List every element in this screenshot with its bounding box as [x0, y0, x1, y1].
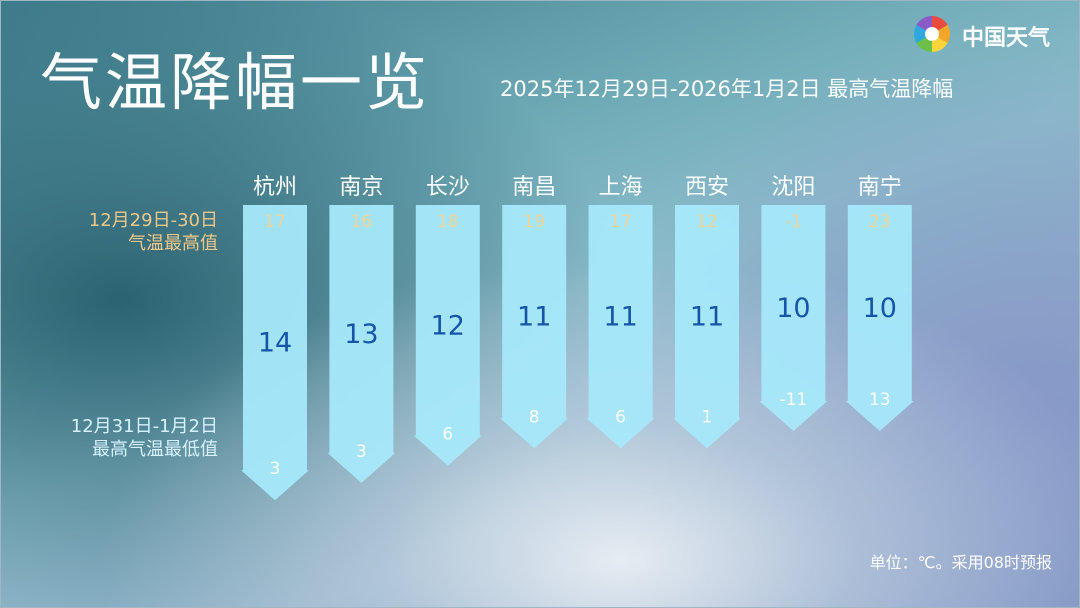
drop-arrow-3 [413, 205, 482, 466]
city-label-6: 西安 [685, 175, 729, 200]
drop-value-7: 10 [776, 293, 810, 324]
high-temp-value-2: 16 [351, 212, 373, 232]
drop-arrow-7 [759, 205, 828, 431]
city-label-7: 沈阳 [771, 175, 815, 200]
city-label-3: 长沙 [426, 175, 470, 200]
high-temp-value-4: 19 [523, 212, 545, 232]
drop-arrow-8 [845, 205, 914, 431]
city-label-1: 杭州 [253, 175, 297, 200]
brand-name: 中国天气 [962, 26, 1051, 51]
high-temp-value-8: 23 [869, 212, 891, 232]
drop-value-8: 10 [863, 293, 897, 324]
low-temp-value-6: 1 [702, 407, 713, 427]
city-label-2: 南京 [339, 175, 383, 200]
drop-arrow-4 [500, 205, 569, 449]
low-temp-legend-date: 12月31日-1月2日 [70, 416, 218, 437]
low-temp-value-3: 6 [442, 425, 453, 445]
high-temp-value-6: 12 [696, 212, 718, 232]
drop-value-2: 13 [344, 319, 378, 350]
high-temp-legend-desc: 气温最高值 [128, 233, 218, 254]
city-label-8: 南宁 [858, 175, 902, 200]
city-label-5: 上海 [599, 175, 643, 200]
low-temp-value-4: 8 [529, 407, 540, 427]
drop-arrow-5 [586, 205, 655, 449]
low-temp-value-1: 3 [270, 459, 281, 479]
drop-value-4: 11 [517, 302, 551, 333]
high-temp-legend-date: 12月29日-30日 [88, 210, 218, 231]
drop-arrow-6 [673, 205, 741, 449]
high-temp-value-3: 18 [437, 212, 459, 232]
brand-logo [913, 15, 951, 53]
pinwheel-logo-icon [913, 15, 951, 53]
page-subtitle: 2025年12月29日-2026年1月2日 最高气温降幅 [500, 77, 954, 101]
low-temp-legend-desc: 最高气温最低值 [92, 439, 218, 460]
low-temp-value-2: 3 [356, 442, 367, 462]
low-temp-value-7: -11 [780, 390, 808, 410]
drop-arrow-2 [327, 205, 396, 483]
unit-footnote: 单位：℃。采用08时预报 [869, 553, 1052, 572]
page-title: 气温降幅一览 [40, 46, 431, 119]
high-temp-legend: 12月29日-30日 气温最高值 [89, 209, 218, 255]
high-temp-value-7: -1 [785, 212, 802, 232]
high-temp-value-1: 17 [264, 212, 286, 232]
low-temp-value-8: 13 [869, 390, 891, 410]
low-temp-legend: 12月31日-1月2日 最高气温最低值 [71, 415, 218, 461]
drop-arrow-1 [241, 205, 309, 501]
city-label-4: 南昌 [512, 175, 556, 200]
drop-value-5: 11 [603, 302, 637, 333]
low-temp-value-5: 6 [615, 407, 626, 427]
drop-value-6: 11 [690, 302, 724, 333]
high-temp-value-5: 17 [610, 212, 632, 232]
drop-value-1: 14 [258, 328, 292, 359]
drop-value-3: 12 [431, 310, 465, 341]
